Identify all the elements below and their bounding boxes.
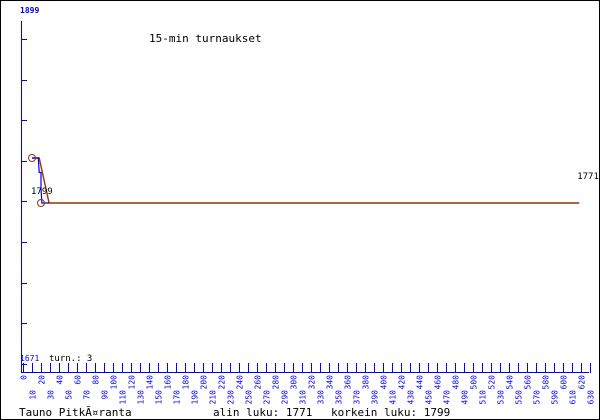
x-tick-label: 480 [452, 375, 461, 390]
x-tick-label: 410 [389, 390, 398, 405]
x-tick-label: 560 [524, 375, 533, 390]
high-value-label: korkein luku: 1799 [331, 406, 450, 419]
x-tick-label: 330 [317, 390, 326, 405]
x-tick-label: 420 [398, 375, 407, 390]
x-tick-label: 60 [74, 375, 83, 385]
x-tick-label: 240 [236, 375, 245, 390]
x-tick-label: 160 [164, 375, 173, 390]
x-tick-label: 180 [182, 375, 191, 390]
x-tick-label: 630 [587, 390, 596, 405]
x-tick-label: 130 [137, 390, 146, 405]
x-tick-label: 20 [38, 375, 47, 385]
x-tick-label: 210 [209, 390, 218, 405]
x-tick-label: 600 [560, 375, 569, 390]
y-top-label: 1899 [20, 6, 39, 15]
x-tick-label: 370 [353, 390, 362, 405]
x-tick-label: 270 [263, 390, 272, 405]
x-tick-label: 590 [551, 390, 560, 405]
x-tick-label: 460 [434, 375, 443, 390]
author-name: Tauno PitkÃ¤ranta [19, 406, 132, 419]
x-tick-label: 310 [299, 390, 308, 405]
x-tick-label: 250 [245, 390, 254, 405]
series-line [32, 157, 580, 204]
x-tick-label: 520 [488, 375, 497, 390]
data-point-marker [37, 199, 45, 207]
x-tick-label: 580 [542, 375, 551, 390]
x-tick-label: 530 [497, 390, 506, 405]
x-tick-label: 390 [371, 390, 380, 405]
x-tick-label: 100 [110, 375, 119, 390]
x-tick-label: 620 [578, 375, 587, 390]
low-value-label: alin luku: 1771 [213, 406, 312, 419]
x-tick-label: 300 [290, 375, 299, 390]
x-tick-label: 320 [308, 375, 317, 390]
x-tick-label: 290 [281, 390, 290, 405]
y-bottom-label: 1671 [20, 354, 39, 363]
x-tick-label: 450 [425, 390, 434, 405]
value-annotation: 1771 [577, 172, 599, 182]
x-tick-label: 110 [119, 390, 128, 405]
x-tick-label: 280 [272, 375, 281, 390]
x-tick-label: 190 [191, 390, 200, 405]
x-tick-label: 490 [461, 390, 470, 405]
count-label: turn.: 3 [49, 354, 92, 364]
x-tick-label: 150 [155, 390, 164, 405]
x-tick-label: 430 [407, 390, 416, 405]
value-annotation: 1799 [31, 187, 53, 197]
x-tick-label: 80 [92, 375, 101, 385]
x-tick-label: 340 [326, 375, 335, 390]
x-tick-label: 120 [128, 375, 137, 390]
x-tick-label: 350 [335, 390, 344, 405]
x-tick-label: 50 [65, 390, 74, 400]
x-tick-label: 400 [380, 375, 389, 390]
x-tick-label: 380 [362, 375, 371, 390]
x-tick-label: 360 [344, 375, 353, 390]
x-tick-label: 570 [533, 390, 542, 405]
x-tick-label: 0 [20, 375, 29, 380]
x-tick-label: 30 [47, 390, 56, 400]
x-tick-label: 540 [506, 375, 515, 390]
x-tick-label: 550 [515, 390, 524, 405]
x-tick-label: 90 [101, 390, 110, 400]
x-tick-label: 70 [83, 390, 92, 400]
x-tick-label: 40 [56, 375, 65, 385]
x-tick-label: 440 [416, 375, 425, 390]
x-tick-label: 610 [569, 390, 578, 405]
x-tick-label: 140 [146, 375, 155, 390]
x-tick-label: 510 [479, 390, 488, 405]
x-tick-label: 500 [470, 375, 479, 390]
chart-title: 15-min turnaukset [149, 32, 262, 45]
data-point-marker [28, 154, 36, 162]
x-tick-label: 10 [29, 390, 38, 400]
x-tick-label: 470 [443, 390, 452, 405]
x-tick-label: 200 [200, 375, 209, 390]
x-tick-label: 220 [218, 375, 227, 390]
series-line [32, 157, 50, 204]
x-tick-label: 230 [227, 390, 236, 405]
x-tick-label: 170 [173, 390, 182, 405]
x-tick-label: 260 [254, 375, 263, 390]
